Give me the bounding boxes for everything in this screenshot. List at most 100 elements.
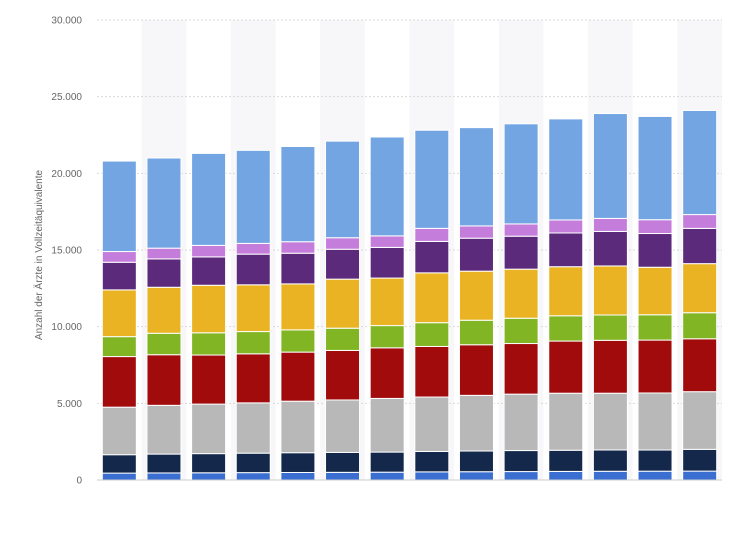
bar-segment-series-7	[414, 240, 450, 274]
y-tick-label: 20.000	[51, 169, 82, 180]
bar-segment-series-2	[503, 450, 539, 473]
bar-segment-series-8	[592, 217, 628, 232]
bar-segment-series-5	[101, 336, 137, 358]
bar-segment-series-5	[458, 319, 494, 346]
bar-segment-series-9	[458, 127, 494, 227]
bar-segment-series-3	[414, 396, 450, 452]
y-tick-label: 30.000	[51, 16, 82, 27]
bar-segment-series-1	[325, 471, 361, 481]
bar-segment-series-2	[325, 451, 361, 473]
bar-segment-series-4	[682, 338, 718, 393]
y-axis-ticks: 0 5.000 10.000 15.000 20.000 25.000 30.000	[51, 16, 82, 487]
bar-segment-series-5	[369, 325, 405, 349]
bar-segment-series-5	[325, 327, 361, 351]
bar-segment-series-1	[235, 472, 271, 481]
bar-segment-series-1	[369, 471, 405, 481]
bar-segment-series-8	[325, 237, 361, 250]
bar-segment-series-4	[414, 345, 450, 398]
bar-segment-series-7	[146, 258, 182, 288]
y-tick-label: 15.000	[51, 246, 82, 257]
bar-segment-series-5	[235, 331, 271, 355]
bar-segment-series-4	[325, 349, 361, 401]
bar-segment-series-2	[369, 451, 405, 473]
bar-segment-series-7	[369, 246, 405, 279]
bar-segment-series-3	[592, 392, 628, 451]
bar-segment-series-7	[503, 235, 539, 270]
bar-segment-series-6	[235, 284, 271, 333]
bar-segment-series-4	[191, 354, 227, 405]
bar-segment-series-3	[458, 394, 494, 452]
bar-segment-series-6	[503, 268, 539, 319]
bar-segment-series-7	[235, 253, 271, 286]
bar-segment-series-5	[280, 329, 316, 353]
bar-segment-series-5	[548, 315, 584, 342]
bar-segment-series-7	[325, 248, 361, 280]
y-axis-label: Anzahl der Ärzte in Vollzeitäquivalente	[33, 170, 45, 341]
bar-segment-series-4	[369, 347, 405, 399]
bar-segment-series-8	[191, 244, 227, 258]
y-tick-label: 0	[76, 476, 82, 487]
bar-segment-series-2	[280, 452, 316, 473]
bar-segment-series-1	[503, 471, 539, 481]
bar-segment-series-9	[191, 152, 227, 246]
bar-segment-series-1	[280, 471, 316, 481]
bar-segment-series-1	[637, 470, 673, 481]
bar-segment-series-1	[101, 472, 137, 481]
bar-segment-series-1	[682, 470, 718, 481]
bar-segment-series-2	[101, 454, 137, 474]
bar-segment-series-3	[369, 397, 405, 453]
bar-segment-series-7	[101, 261, 137, 291]
bar-segment-series-3	[637, 392, 673, 451]
bar-segment-series-6	[458, 270, 494, 321]
y-tick-label: 25.000	[51, 92, 82, 103]
y-tick-label: 10.000	[51, 322, 82, 333]
bar-segment-series-4	[101, 356, 137, 408]
bar-segment-series-8	[548, 219, 584, 234]
bar-segment-series-4	[458, 344, 494, 396]
bar-segment-series-8	[637, 219, 673, 235]
bar-segment-series-7	[592, 230, 628, 267]
bar-segment-series-6	[146, 286, 182, 334]
bar-segment-series-3	[235, 402, 271, 454]
bar-segment-series-6	[637, 266, 673, 316]
bar-segment-series-8	[280, 241, 316, 254]
bar-segment-series-6	[369, 277, 405, 327]
bar-segment-series-8	[414, 227, 450, 242]
bar-segment-series-8	[503, 223, 539, 237]
bar-segment-series-8	[682, 214, 718, 229]
bar-segment-series-7	[458, 237, 494, 272]
bar-segment-series-8	[146, 247, 182, 260]
bar-segment-series-2	[682, 448, 718, 472]
bar-segment-series-5	[637, 314, 673, 341]
bar-segment-series-7	[682, 227, 718, 265]
bar-segment-series-6	[325, 278, 361, 329]
bar-segment-series-9	[369, 136, 405, 237]
bar-segment-series-4	[548, 340, 584, 394]
bar-segment-series-9	[146, 157, 182, 249]
bar-segment-series-3	[325, 399, 361, 453]
bar-segment-series-6	[101, 289, 137, 338]
bar-segment-series-8	[369, 235, 405, 248]
bar-segment-series-4	[503, 343, 539, 395]
bar-segment-series-3	[101, 406, 137, 456]
bar-segment-series-4	[280, 351, 316, 402]
bar-segment-series-2	[548, 449, 584, 472]
bar-segment-series-8	[458, 225, 494, 239]
bar-segment-series-6	[548, 266, 584, 317]
bar-segment-series-7	[191, 256, 227, 286]
bar-segment-series-3	[191, 403, 227, 455]
bar-segment-series-6	[682, 263, 718, 314]
bar-segment-series-9	[325, 140, 361, 239]
bar-segment-series-9	[503, 123, 539, 225]
bar-segment-series-2	[146, 453, 182, 474]
bar-segment-series-2	[191, 453, 227, 474]
bar-segment-series-9	[235, 149, 271, 244]
bar-segment-series-5	[682, 312, 718, 340]
bar-segment-series-6	[414, 272, 450, 324]
bar-segment-series-9	[682, 109, 718, 216]
bar-segment-series-1	[458, 471, 494, 481]
bar-segment-series-3	[146, 404, 182, 455]
bar-segment-series-6	[280, 283, 316, 331]
bar-segment-series-3	[682, 391, 718, 450]
